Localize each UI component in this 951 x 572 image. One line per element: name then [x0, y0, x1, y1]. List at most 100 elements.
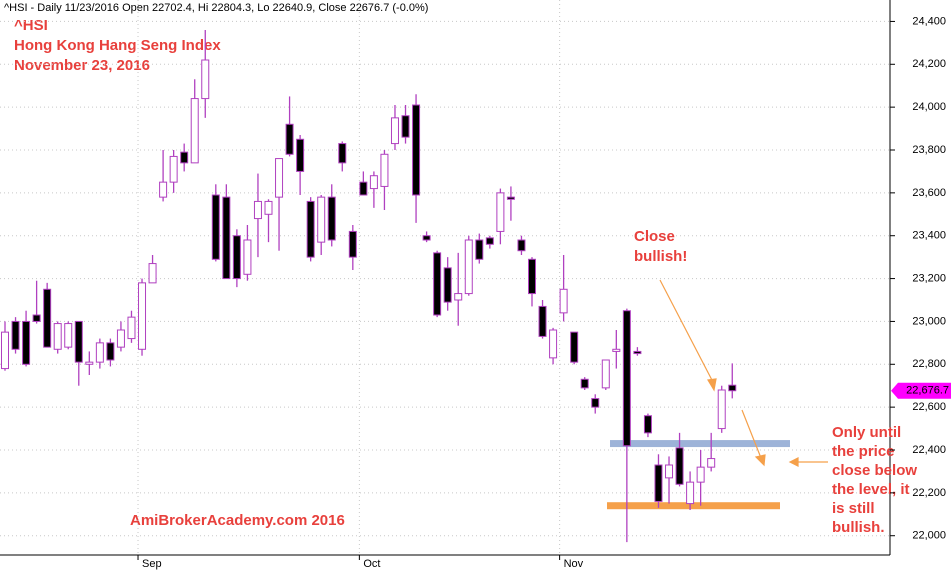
annotation: the price — [832, 443, 895, 460]
arrow — [659, 279, 715, 385]
candle-body — [570, 331, 579, 363]
candle-body — [390, 117, 399, 145]
level-line — [607, 502, 780, 510]
candle-body — [64, 323, 73, 348]
y-tick-label: 23,800 — [912, 144, 946, 156]
candle-body — [443, 267, 452, 303]
candle-body — [622, 310, 631, 447]
candle-body — [180, 151, 189, 164]
candle-body — [591, 398, 600, 408]
candle-body — [327, 196, 336, 241]
candle-body — [612, 348, 621, 352]
candle-body — [53, 323, 62, 350]
candle-body — [707, 458, 716, 468]
candle-body — [549, 329, 558, 359]
y-tick-label: 23,000 — [912, 315, 946, 327]
candle-body — [654, 464, 663, 502]
chart-title: ^HSI — [14, 17, 48, 34]
last-price-marker — [891, 382, 951, 399]
y-tick-label: 22,200 — [912, 487, 946, 499]
arrow-head — [707, 378, 717, 392]
annotation: the level, it — [832, 481, 910, 498]
candle-body — [401, 115, 410, 138]
y-tick-label: 24,200 — [912, 58, 946, 70]
candle-body — [148, 263, 157, 284]
y-tick-label: 22,800 — [912, 358, 946, 370]
candle-body — [675, 447, 684, 485]
candle-body — [454, 293, 463, 301]
watermark: AmiBrokerAcademy.com 2016 — [130, 512, 345, 529]
arrow — [741, 409, 762, 459]
annotation: close below — [832, 462, 917, 479]
candle-body — [506, 196, 515, 200]
candle-body — [359, 181, 368, 196]
x-tick-label: Nov — [564, 558, 584, 570]
level-line — [610, 440, 790, 448]
annotation: bullish! — [634, 248, 687, 265]
candle-body — [717, 389, 726, 430]
candle-body — [1, 331, 9, 370]
arrow-head — [754, 454, 766, 467]
y-tick-label: 24,400 — [912, 15, 946, 27]
candle-body — [412, 104, 421, 196]
candle-body — [306, 200, 315, 258]
candle-body — [106, 342, 115, 361]
candle-body — [296, 138, 305, 172]
candle-body — [74, 320, 83, 363]
candle-body — [32, 314, 41, 322]
candle-body — [696, 466, 705, 483]
candle-body — [211, 194, 220, 260]
candle-body — [475, 239, 484, 260]
x-tick-label: Sep — [142, 558, 162, 570]
y-tick-label: 23,400 — [912, 230, 946, 242]
candle-body — [222, 196, 231, 280]
subtitle: Hong Kong Hang Seng Index — [14, 37, 221, 54]
candle-body — [275, 158, 284, 198]
annotation: Only until — [832, 424, 901, 441]
candle-body — [686, 481, 695, 505]
candle-body — [633, 350, 642, 355]
candle-body — [264, 200, 273, 215]
y-tick-label: 22,400 — [912, 444, 946, 456]
candle-body — [728, 384, 737, 392]
candle-body — [369, 175, 378, 190]
candle-body — [95, 342, 104, 363]
y-tick-label: 22,600 — [912, 401, 946, 413]
candle-body — [538, 305, 547, 337]
candle-body — [422, 235, 431, 241]
candle-body — [22, 320, 31, 365]
y-tick-label: 23,600 — [912, 187, 946, 199]
arrows — [659, 279, 828, 467]
last-price-label: 22,676.7 — [906, 385, 949, 397]
annotation: is still — [832, 500, 875, 517]
annotation: bullish. — [832, 519, 885, 536]
candle-body — [348, 230, 357, 258]
candle-body — [338, 143, 347, 164]
annotation: Close — [634, 228, 675, 245]
candle-body — [496, 192, 505, 232]
candle-body — [127, 316, 136, 340]
y-tick-label: 24,000 — [912, 101, 946, 113]
candle-body — [601, 359, 610, 389]
candle-body — [380, 153, 389, 187]
candle-body — [138, 282, 147, 350]
candle-body — [517, 239, 526, 252]
candle-body — [116, 329, 125, 348]
date: November 23, 2016 — [14, 57, 150, 74]
candle-body — [485, 237, 494, 245]
candle-body — [464, 239, 473, 295]
candle-body — [169, 155, 178, 183]
candle-body — [43, 288, 52, 348]
candle-body — [665, 464, 674, 479]
candle-body — [11, 320, 20, 350]
candle-body — [85, 361, 94, 365]
arrow-head — [788, 457, 799, 467]
candle-body — [190, 98, 199, 164]
candle-body — [232, 235, 241, 280]
y-tick-label: 23,200 — [912, 272, 946, 284]
candle-body — [433, 252, 442, 316]
x-tick-label: Oct — [363, 558, 380, 570]
candle-body — [317, 196, 326, 243]
